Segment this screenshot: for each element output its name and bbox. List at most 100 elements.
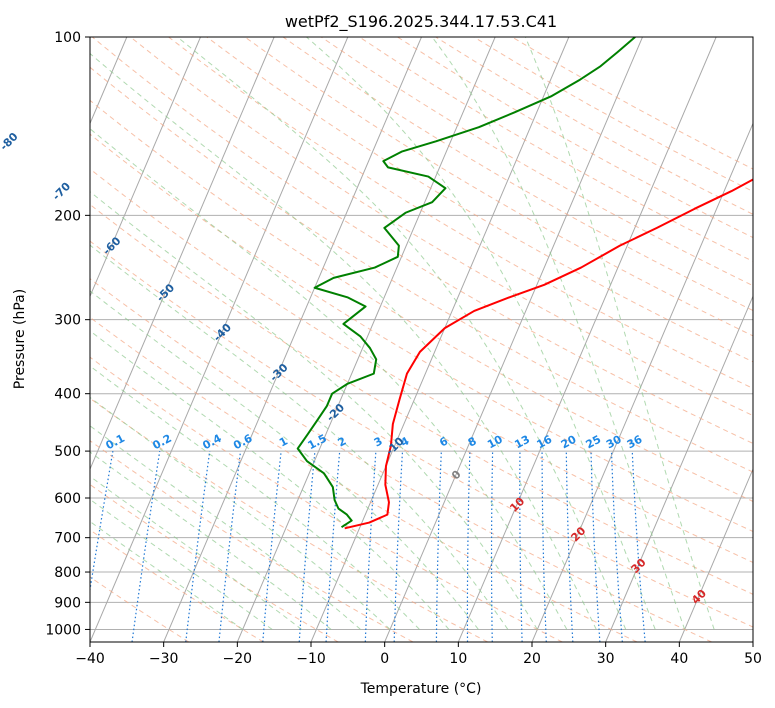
isotherm-label: 20 — [568, 524, 588, 544]
isotherm-line — [384, 37, 643, 642]
mixing-ratio-line — [262, 451, 282, 642]
isotherm-label: 40 — [689, 587, 709, 607]
background-lines — [90, 37, 753, 642]
isotherm-label: -70 — [50, 180, 73, 203]
moist-adiabat-line — [90, 191, 538, 630]
dry-adiabat-line — [206, 37, 753, 363]
x-tick-label: 10 — [449, 651, 467, 667]
mixing-ratio-line — [490, 451, 494, 642]
isotherm-line — [163, 37, 422, 642]
x-tick-label: −30 — [149, 651, 179, 667]
moist-adiabat-line — [90, 244, 509, 630]
x-tick-label: 50 — [744, 651, 762, 667]
dry-adiabat-line — [168, 37, 753, 389]
x-axis: −40 −30 −20 −10 0 10 20 30 40 50 — [75, 642, 762, 667]
x-tick-label: −40 — [75, 651, 105, 667]
dry-adiabat-line — [90, 240, 753, 628]
y-tick-label: 300 — [54, 313, 81, 329]
x-tick-label: −20 — [223, 651, 253, 667]
moist-adiabat-line — [431, 37, 686, 630]
isotherm-label: 30 — [629, 556, 649, 576]
y-tick-label: 1000 — [45, 622, 81, 638]
moist-adiabat-line — [306, 37, 656, 630]
x-tick-label: −10 — [296, 651, 326, 667]
isotherm-label: -40 — [211, 321, 234, 344]
dry-adiabat-line — [90, 483, 339, 642]
moist-adiabat-line — [90, 330, 450, 630]
mixing-ratio-label: 0.2 — [150, 432, 173, 453]
isoline-labels: 0.10.20.40.611.52346810131620253036-100-… — [0, 130, 709, 607]
y-tick-label: 200 — [54, 208, 81, 224]
y-axis-label: Pressure (hPa) — [12, 289, 28, 389]
isotherm-line — [678, 467, 753, 642]
dry-adiabat-line — [90, 356, 563, 642]
x-axis-label: Temperature (°C) — [360, 681, 482, 697]
dry-adiabat-line — [511, 37, 753, 170]
plot-frame — [89, 36, 754, 643]
moist-adiabat-line — [90, 520, 243, 630]
dry-adiabat-line — [90, 278, 712, 642]
x-tick-label: 20 — [523, 651, 541, 667]
mixing-ratio-label: 25 — [584, 433, 604, 452]
mixing-ratio-label: 6 — [437, 434, 450, 449]
isotherm-label: 10 — [507, 494, 527, 514]
isotherm-line — [90, 37, 201, 298]
temperature-profile-line — [344, 178, 753, 530]
isotherm-label: -80 — [0, 130, 21, 153]
series-layer — [296, 37, 753, 530]
mixing-ratio-line — [565, 451, 574, 642]
isotherm-label: -30 — [267, 361, 290, 384]
y-tick-label: 900 — [54, 595, 81, 611]
y-tick-label: 600 — [54, 491, 81, 507]
mixing-ratio-label: 20 — [559, 433, 579, 452]
mixing-ratio-line — [519, 451, 523, 642]
dry-adiabat-line — [90, 576, 190, 642]
dry-adiabat-line — [90, 397, 488, 642]
mixing-ratio-line — [631, 451, 646, 642]
isotherm-line — [531, 122, 753, 642]
moist-adiabat-line — [90, 425, 361, 630]
dry-adiabat-line — [130, 37, 753, 417]
dewpoint-profile-line — [296, 37, 636, 529]
dry-adiabat-line — [90, 203, 753, 595]
dry-adiabat-line — [244, 37, 753, 337]
isotherm-label: 0 — [449, 467, 464, 482]
mixing-ratio-label: 16 — [535, 433, 555, 452]
mixing-ratio-line — [131, 451, 161, 642]
x-tick-label: 0 — [380, 651, 389, 667]
isotherm-label: -60 — [100, 234, 123, 257]
dry-adiabat-line — [90, 168, 753, 563]
mixing-ratio-line — [364, 451, 377, 642]
plot-area — [90, 37, 753, 642]
mixing-ratio-line — [90, 451, 114, 594]
dry-adiabat-line — [90, 133, 753, 533]
moist-adiabat-line — [524, 37, 715, 630]
mixing-ratio-line — [298, 451, 316, 642]
y-tick-label: 400 — [54, 387, 81, 403]
dry-adiabat-line — [282, 37, 753, 312]
dry-adiabat-line — [359, 37, 753, 262]
isotherm-line — [752, 640, 753, 642]
dry-adiabat-line — [90, 440, 414, 642]
mixing-ratio-label: 0.1 — [104, 432, 127, 453]
isotherm-line — [605, 295, 753, 642]
mixing-ratio-label: 36 — [625, 433, 645, 452]
moist-adiabat-line — [90, 475, 302, 630]
mixing-ratio-line — [185, 451, 211, 642]
mixing-ratio-label: 0.4 — [200, 432, 224, 453]
mixing-ratio-label: 0.6 — [231, 432, 255, 453]
y-tick-label: 800 — [54, 565, 81, 581]
moist-adiabat-line — [90, 498, 273, 630]
moist-adiabat-line — [90, 451, 332, 630]
y-tick-label: 700 — [54, 531, 81, 547]
mixing-ratio-label: 10 — [485, 433, 505, 452]
isotherm-line — [457, 37, 717, 642]
x-tick-label: 30 — [597, 651, 615, 667]
moist-adiabat-line — [90, 52, 597, 630]
isotherm-label: -50 — [154, 281, 177, 304]
isotherm-line — [90, 37, 275, 471]
isotherm-line — [236, 37, 496, 642]
isotherm-line — [90, 37, 349, 642]
moist-adiabat-line — [177, 37, 627, 630]
